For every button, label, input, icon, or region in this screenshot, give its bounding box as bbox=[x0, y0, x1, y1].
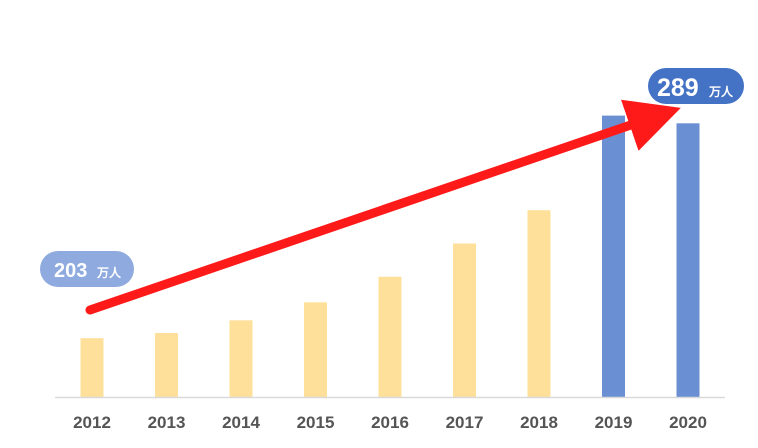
x-tick-label-2019: 2019 bbox=[595, 413, 633, 432]
bar-2014 bbox=[229, 320, 253, 398]
x-tick-label-2018: 2018 bbox=[520, 413, 558, 432]
bar-2018 bbox=[527, 210, 551, 397]
bar-2015 bbox=[304, 302, 327, 397]
callout-2012: 203 万人 bbox=[40, 251, 134, 287]
x-tick-label-2012: 2012 bbox=[73, 413, 111, 432]
x-tick-label-2016: 2016 bbox=[371, 413, 409, 432]
callout-value-2012: 203 bbox=[54, 260, 87, 282]
bar-2020 bbox=[676, 123, 700, 398]
x-tick-label-2015: 2015 bbox=[297, 413, 335, 432]
callout-2020: 289 万人 bbox=[648, 68, 744, 104]
x-tick-label-2013: 2013 bbox=[148, 413, 186, 432]
bars-group bbox=[80, 115, 700, 398]
bar-2012 bbox=[80, 338, 104, 397]
callout-bubble-2020 bbox=[648, 68, 744, 104]
x-tick-label-2020: 2020 bbox=[669, 413, 707, 432]
callouts-group: 203 万人 289 万人 bbox=[40, 68, 744, 287]
callout-unit-2020: 万人 bbox=[708, 84, 734, 99]
trend-arrow bbox=[85, 99, 681, 315]
bar-2013 bbox=[155, 333, 178, 397]
x-tick-label-2014: 2014 bbox=[222, 413, 260, 432]
x-tick-labels: 2012 2013 2014 2015 2016 2017 2018 2019 2020 bbox=[73, 413, 707, 432]
callout-value-2020: 289 bbox=[657, 74, 699, 102]
callout-bubble-2012 bbox=[40, 251, 134, 287]
bar-2019 bbox=[602, 115, 625, 397]
bar-2016 bbox=[378, 276, 402, 397]
x-tick-label-2017: 2017 bbox=[446, 413, 484, 432]
callout-unit-2012: 万人 bbox=[96, 265, 122, 280]
bar-2017 bbox=[453, 243, 476, 397]
